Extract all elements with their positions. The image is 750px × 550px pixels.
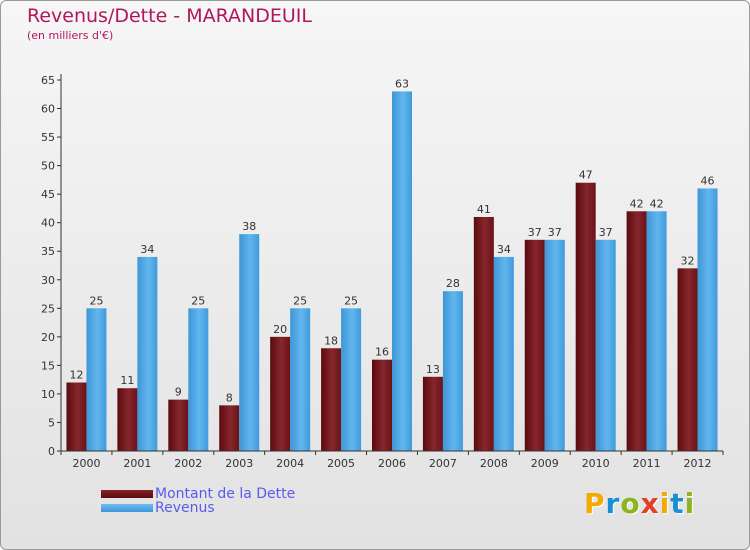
data-label-revenus: 25: [89, 294, 103, 307]
data-label-debt: 11: [120, 374, 134, 387]
data-label-revenus: 28: [446, 277, 460, 290]
data-label-debt: 20: [273, 323, 287, 336]
bar-revenus: [290, 308, 311, 451]
bar-debt: [321, 348, 342, 451]
bar-revenus: [646, 211, 667, 451]
axes-layer: 0 5 10 15 20 25 30 35 40 45 50 55 60 65 2000 2001 2002 20…: [41, 74, 724, 470]
bar-debt: [66, 382, 87, 451]
logo-letter: P: [584, 487, 606, 520]
bars-layer: 12 25 11 34 9 25 8 38 20 25 18 25 16 63 13 28 41 34 37 37 47…: [66, 77, 718, 452]
bar-debt: [626, 211, 647, 451]
data-label-revenus: 38: [242, 220, 256, 233]
y-tick-label: 0: [48, 445, 55, 458]
legend-swatch-debt: [101, 490, 153, 498]
y-tick-label: 65: [41, 74, 55, 87]
bar-debt: [422, 376, 443, 451]
data-label-revenus: 46: [701, 174, 715, 187]
bar-revenus: [341, 308, 362, 451]
x-tick-label: 2006: [378, 457, 406, 470]
data-label-debt: 9: [175, 386, 182, 399]
data-label-debt: 12: [69, 369, 83, 382]
y-tick-label: 20: [41, 331, 55, 344]
x-tick-label: 2000: [72, 457, 100, 470]
data-label-debt: 8: [226, 391, 233, 404]
bar-revenus: [493, 256, 514, 451]
data-label-revenus: 25: [293, 294, 307, 307]
data-label-debt: 42: [630, 197, 644, 210]
legend-label-debt: Montant de la Dette: [155, 486, 296, 502]
data-label-revenus: 37: [548, 226, 562, 239]
data-label-revenus: 34: [497, 243, 511, 256]
x-tick-label: 2005: [327, 457, 355, 470]
x-tick-label: 2009: [531, 457, 559, 470]
bar-debt: [270, 336, 291, 451]
y-tick-label: 15: [41, 359, 55, 372]
data-label-debt: 32: [681, 254, 695, 267]
bar-debt: [524, 239, 545, 451]
x-tick-label: 2008: [480, 457, 508, 470]
bar-revenus: [697, 188, 718, 451]
y-tick-label: 60: [41, 103, 55, 116]
bar-debt: [677, 268, 698, 451]
data-label-debt: 41: [477, 203, 491, 216]
x-tick-label: 2002: [174, 457, 202, 470]
logo-letter: x: [640, 487, 660, 520]
data-label-debt: 37: [528, 226, 542, 239]
bar-revenus: [544, 239, 565, 451]
x-tick-label: 2010: [582, 457, 610, 470]
data-label-revenus: 37: [599, 226, 613, 239]
bar-revenus: [392, 91, 412, 452]
bar-debt: [575, 182, 596, 451]
y-tick-label: 50: [41, 160, 55, 173]
x-tick-label: 2011: [633, 457, 661, 470]
bar-debt: [168, 399, 189, 451]
data-label-debt: 47: [579, 169, 593, 182]
y-tick-label: 35: [41, 245, 55, 258]
data-label-debt: 13: [426, 363, 440, 376]
bar-revenus: [595, 239, 616, 451]
x-tick-label: 2003: [225, 457, 253, 470]
x-tick-label: 2001: [123, 457, 151, 470]
bar-debt: [219, 405, 240, 451]
x-tick-label: 2004: [276, 457, 304, 470]
bar-debt: [117, 388, 138, 451]
data-label-revenus: 25: [344, 294, 358, 307]
bar-revenus: [442, 291, 463, 451]
data-label-revenus: 34: [140, 243, 154, 256]
y-tick-label: 40: [41, 217, 55, 230]
chart-title: Revenus/Dette - MARANDEUIL: [27, 5, 312, 27]
bar-revenus: [239, 234, 260, 451]
data-label-debt: 16: [375, 346, 389, 359]
logo-letter: r: [605, 487, 621, 520]
logo-letter: o: [620, 487, 641, 520]
y-tick-label: 10: [41, 388, 55, 401]
bar-revenus: [137, 256, 158, 451]
y-tick-label: 45: [41, 188, 55, 201]
bar-debt: [372, 359, 392, 451]
chart-subtitle: (en milliers d'€): [27, 29, 114, 42]
y-tick-label: 25: [41, 302, 55, 315]
legend-swatch-revenus: [101, 504, 153, 512]
logo-letter: i: [659, 487, 671, 520]
x-tick-label: 2007: [429, 457, 457, 470]
proxiti-logo: Proxiti: [584, 487, 695, 520]
data-label-debt: 18: [324, 334, 338, 347]
data-label-revenus: 42: [650, 197, 664, 210]
y-tick-label: 5: [48, 416, 55, 429]
data-label-revenus: 25: [191, 294, 205, 307]
bar-revenus: [86, 308, 107, 451]
logo-letter: i: [684, 487, 696, 520]
data-label-revenus: 63: [395, 77, 409, 90]
x-tick-label: 2012: [684, 457, 712, 470]
legend-label-revenus: Revenus: [155, 500, 215, 516]
bar-revenus: [188, 308, 209, 451]
y-tick-label: 55: [41, 131, 55, 144]
y-tick-label: 30: [41, 274, 55, 287]
logo-letter: t: [670, 487, 685, 520]
bar-debt: [473, 216, 494, 451]
